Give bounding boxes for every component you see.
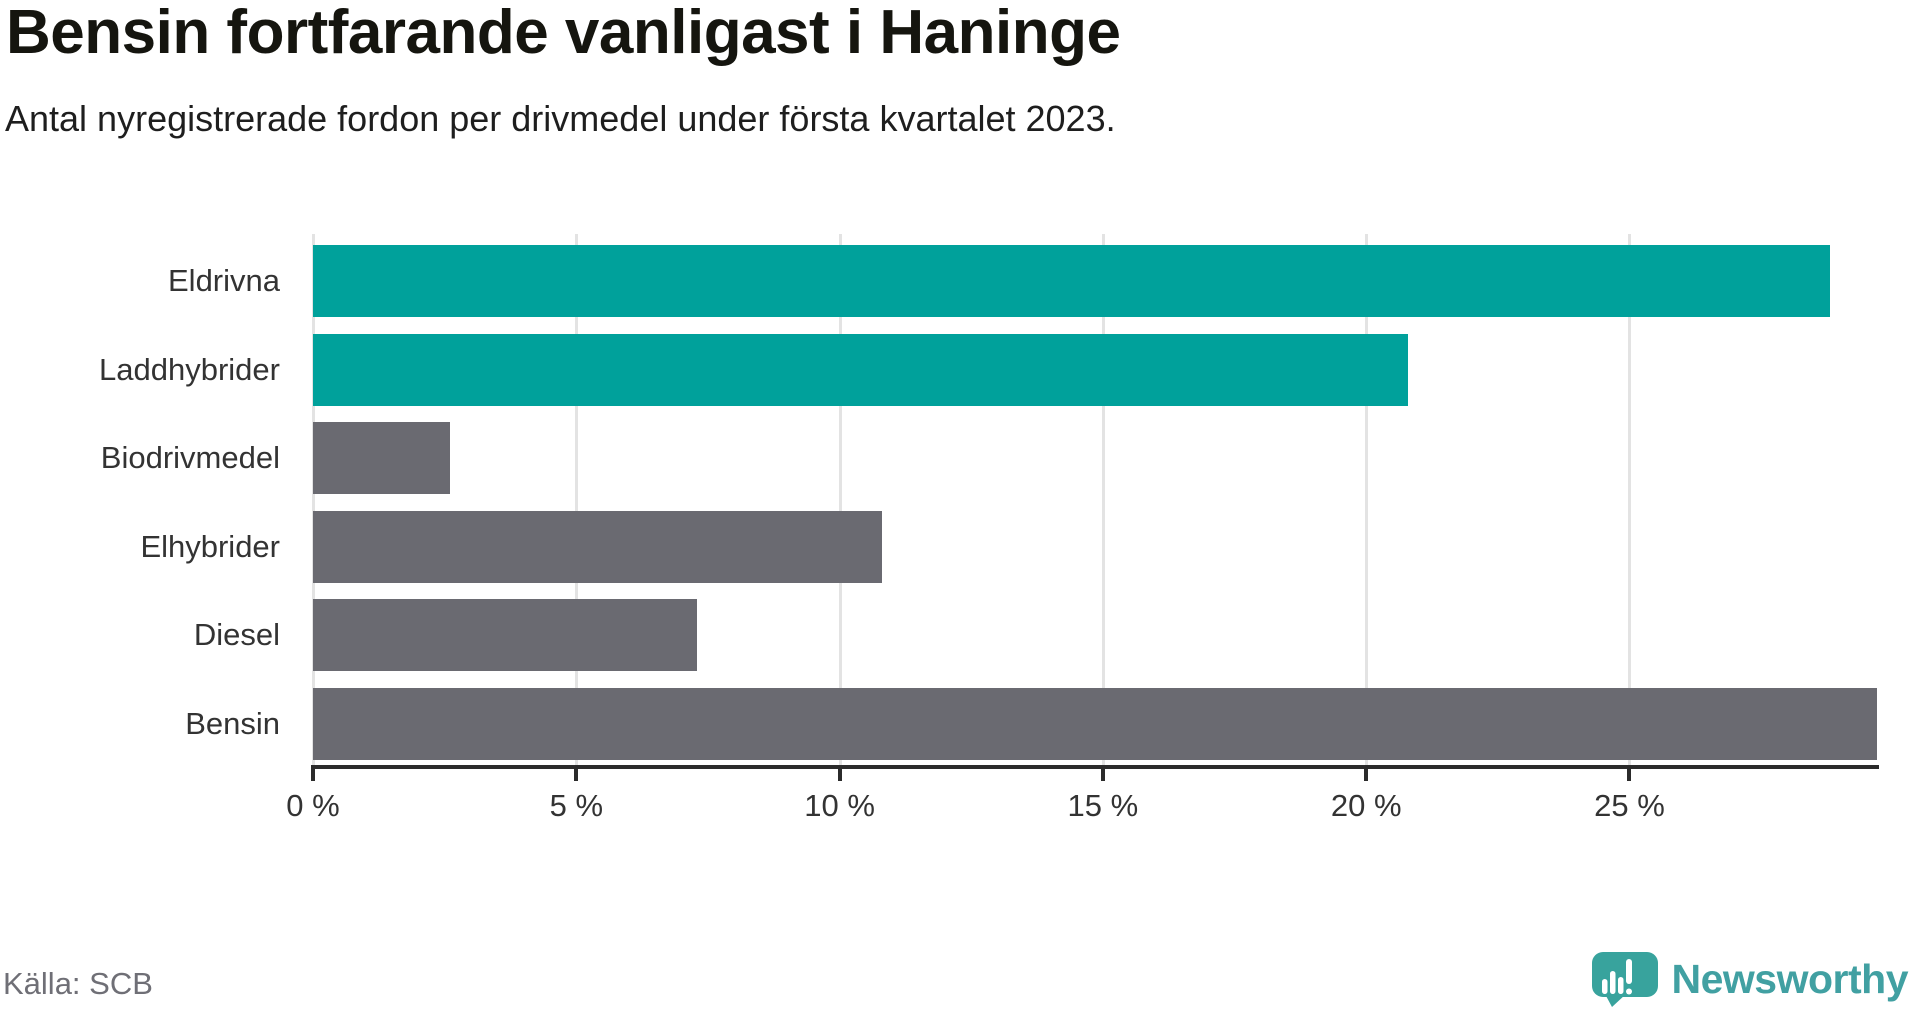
gridline-10 [838,234,842,765]
x-tick-15 [1100,765,1105,781]
brand-logo: Newsworthy [1591,950,1909,1008]
category-label-diesel: Diesel [193,617,280,652]
x-tick-20 [1364,765,1369,781]
gridline-20 [1365,234,1369,765]
gridline-0 [312,234,315,765]
newsworthy-speech-bubble-chart-icon [1591,951,1658,1007]
x-tick-label-25: 25 % [1594,788,1665,823]
gridline-5 [575,234,579,765]
category-label-elhybrider: Elhybrider [140,528,280,564]
bar-eldrivna [313,245,1830,317]
category-label-biodrivmedel: Biodrivmedel [100,440,280,475]
x-tick-5 [574,765,579,781]
plot-area [312,234,1877,765]
bar-biodrivmedel [313,422,450,494]
bar-elhybrider [313,510,882,583]
chart-title: Bensin fortfarande vanligast i Haninge [6,0,1121,67]
x-axis-line [311,765,1879,769]
gridline-15 [1101,234,1105,765]
category-label-eldrivna: Eldrivna [168,263,280,298]
x-tick-label-0: 0 % [286,788,340,823]
x-tick-0 [311,765,315,781]
x-tick-label-10: 10 % [804,788,875,823]
bar-diesel [313,599,698,671]
category-label-laddhybrider: Laddhybrider [99,351,280,387]
category-label-bensin: Bensin [185,705,280,741]
x-tick-label-15: 15 % [1067,788,1139,823]
x-tick-25 [1627,765,1632,781]
x-tick-10 [837,765,842,781]
brand-name: Newsworthy [1671,955,1909,1002]
bar-bensin [313,687,1877,760]
source-text: Källa: SCB [3,966,153,1001]
bar-laddhybrider [313,333,1409,406]
x-tick-label-5: 5 % [549,788,604,823]
x-tick-label-20: 20 % [1330,788,1402,823]
category-axis-labels: Eldrivna Laddhybrider Biodrivmedel Elhybrid… [0,234,280,765]
chart-subtitle: Antal nyregistrerade fordon per drivmede… [5,98,1116,139]
gridline-25 [1628,234,1632,765]
